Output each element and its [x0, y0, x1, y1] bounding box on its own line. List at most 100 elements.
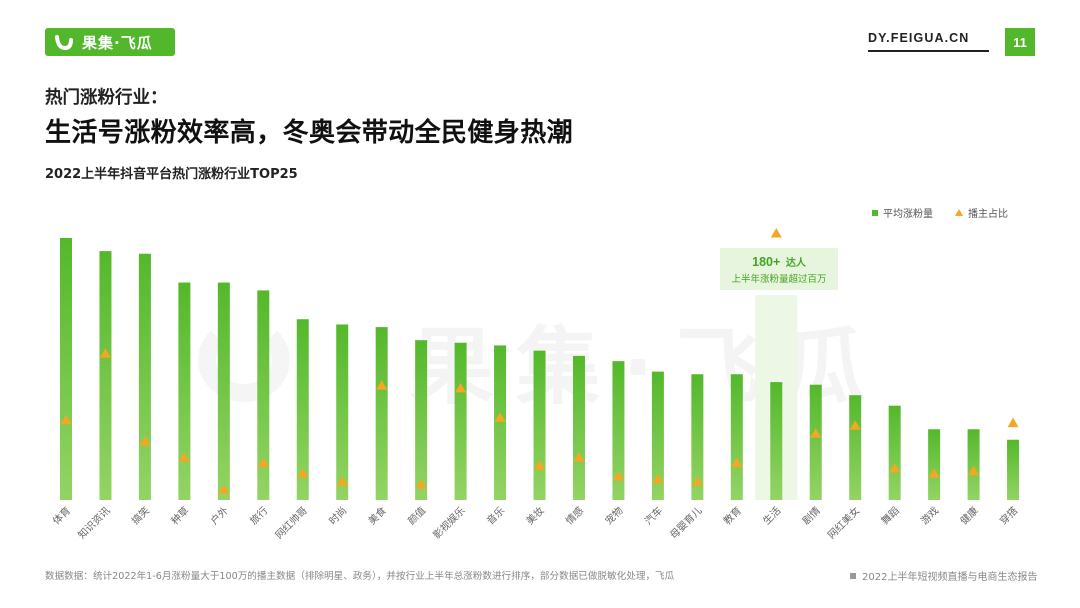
marker-triangle	[652, 473, 664, 484]
legend-label: 播主占比	[968, 209, 1008, 220]
section-heading: 热门涨粉行业：	[45, 88, 168, 108]
x-tick-label: 影视娱乐	[430, 504, 467, 541]
chart-legend: 平均涨粉量 播主占比	[872, 205, 1008, 220]
feigua-smile-icon	[55, 35, 73, 51]
bar	[296, 319, 309, 500]
brand-logo: 果集·飞瓜	[45, 28, 175, 56]
site-url: DY.FEIGUA.CN	[868, 31, 989, 52]
x-tick-label: 体育	[50, 504, 73, 527]
report-name: 2022上半年短视频直播与电商生态报告	[850, 568, 1037, 583]
marker-triangle	[849, 420, 861, 430]
marker-triangle	[60, 414, 72, 425]
source-note: 数据数据：统计2022年1-6月涨粉量大于100万的播主数据（排除明星、政务），…	[45, 571, 675, 582]
marker-triangle	[455, 382, 467, 393]
callout-headline: 180+ 达人	[720, 253, 838, 271]
marker-triangle	[889, 462, 901, 473]
marker-triangle	[612, 470, 624, 481]
logo-text: 果集·飞瓜	[82, 33, 153, 52]
bar	[928, 429, 941, 500]
marker-triangle	[928, 468, 940, 478]
bar	[375, 327, 388, 500]
x-tick-label: 种草	[168, 504, 191, 527]
x-tick-label: 情感	[563, 504, 586, 527]
marker-triangle	[178, 452, 190, 462]
x-tick-label: 母婴育儿	[667, 504, 704, 541]
x-tick-label: 搞笑	[129, 504, 152, 527]
x-tick-label: 美食	[365, 504, 388, 527]
legend-label: 平均涨粉量	[883, 209, 933, 220]
bar	[60, 238, 72, 500]
x-tick-label: 颜值	[405, 504, 428, 527]
bar	[99, 251, 112, 500]
chart-title: 2022上半年抖音平台热门涨粉行业TOP25	[45, 167, 298, 182]
bar	[533, 350, 546, 500]
callout-note: 上半年涨粉量超过百万	[731, 274, 827, 285]
bar	[572, 355, 585, 500]
square-icon	[850, 572, 856, 579]
bar	[770, 382, 783, 500]
x-tick-label: 美妆	[523, 504, 546, 527]
marker-triangle	[297, 468, 309, 478]
bar	[1007, 439, 1020, 500]
report-name-text: 2022上半年短视频直播与电商生态报告	[862, 572, 1038, 583]
marker-triangle	[336, 476, 348, 486]
x-tick-label: 生活	[760, 504, 783, 527]
x-tick-label: 教育	[721, 504, 744, 527]
marker-triangle	[376, 380, 388, 390]
bar	[415, 340, 428, 500]
bar	[257, 290, 270, 500]
bar	[612, 361, 625, 500]
marker-triangle	[691, 476, 703, 486]
x-axis-labels: 体育 知识资讯 搞笑 种草 户外 旅行 网红帅哥 时尚 美食 颜值 影视娱乐 音乐 美妆 情感 宠物 汽车 母婴…	[50, 504, 1020, 541]
bar	[888, 405, 901, 500]
x-tick-label: 知识资讯	[75, 504, 112, 541]
markers	[60, 228, 1019, 494]
bar	[651, 371, 664, 500]
x-tick-label: 舞蹈	[879, 505, 902, 528]
x-tick-label: 网红帅哥	[272, 504, 309, 541]
bar	[809, 384, 822, 500]
marker-triangle	[99, 348, 111, 358]
legend-item-avg-followers: 平均涨粉量	[872, 205, 933, 220]
x-tick-label: 户外	[208, 504, 231, 527]
page-number: 11	[1005, 28, 1035, 56]
x-tick-label: 宠物	[602, 504, 625, 527]
marker-triangle	[534, 460, 546, 470]
legend-item-creator-share: 播主占比	[955, 205, 1008, 220]
x-tick-label: 穿搭	[997, 504, 1020, 527]
x-tick-label: 健康	[957, 504, 980, 527]
x-tick-label: 音乐	[484, 504, 507, 527]
marker-triangle	[415, 478, 427, 489]
marker-triangle	[810, 428, 822, 438]
bar	[730, 374, 743, 500]
x-tick-label: 旅行	[247, 504, 270, 527]
bar	[967, 429, 980, 500]
marker-triangle	[573, 452, 585, 462]
marker-triangle	[494, 412, 506, 422]
green-square-icon	[872, 209, 878, 216]
marker-triangle	[1007, 417, 1019, 428]
x-tick-label: 时尚	[326, 504, 349, 527]
orange-triangle-icon	[955, 209, 963, 216]
bar	[217, 282, 230, 500]
marker-triangle	[218, 484, 230, 494]
bar	[454, 342, 467, 500]
bar	[336, 324, 349, 500]
bar	[138, 253, 151, 500]
x-tick-label: 网红美女	[825, 504, 862, 541]
bar	[691, 374, 704, 500]
x-tick-label: 剧情	[800, 504, 823, 527]
marker-triangle	[139, 436, 151, 446]
marker-triangle	[770, 228, 782, 238]
page-title: 生活号涨粉效率高，冬奥会带动全民健身热潮	[45, 118, 574, 148]
bar	[178, 282, 191, 500]
marker-triangle	[731, 457, 743, 468]
callout-number: 180+	[752, 255, 781, 269]
x-tick-label: 汽车	[642, 504, 665, 527]
marker-triangle	[968, 465, 980, 476]
x-tick-label: 游戏	[918, 504, 941, 527]
bar	[849, 395, 862, 500]
marker-triangle	[257, 457, 269, 468]
highlight-callout: 180+ 达人 上半年涨粉量超过百万	[720, 248, 838, 290]
